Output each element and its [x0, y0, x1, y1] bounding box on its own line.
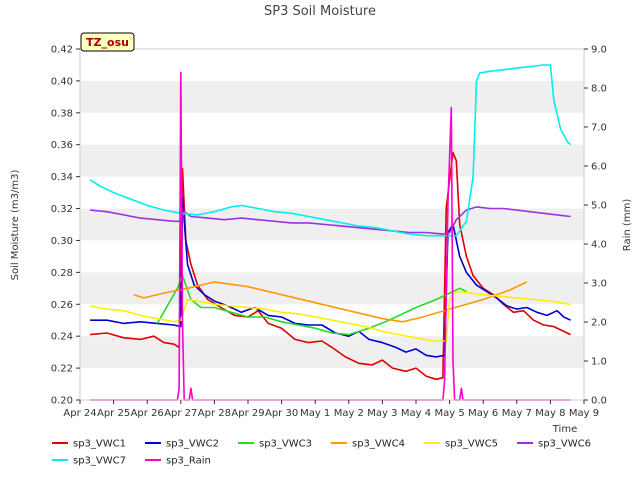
chart-title: SP3 Soil Moisture: [264, 4, 376, 19]
x-tick-label: Apr 24: [63, 408, 96, 419]
y2-axis-ticks: 0.0 1.0 2.0 3.0 4.0 5.0 6.0 7.0 8.0 9.0: [584, 45, 607, 407]
grid-band: [80, 176, 584, 209]
legend-label: sp3_VWC1: [73, 439, 126, 450]
series-line-sp3-vwc1: [90, 151, 571, 381]
legend-label: sp3_VWC2: [166, 439, 219, 450]
x-tick-label: May 1: [300, 408, 330, 419]
x-tick-label: Apr 28: [198, 408, 231, 419]
legend-label: sp3_VWC3: [259, 439, 312, 450]
y-tick-label: 0.20: [51, 396, 73, 407]
y-tick-label: 0.42: [51, 45, 73, 56]
x-tick-label: Apr 25: [97, 408, 130, 419]
y2-tick-label: 5.0: [591, 201, 607, 212]
series-line-sp3-vwc5: [89, 290, 571, 342]
plot-frame: [79, 48, 585, 401]
y-axis-ticks: 0.20 0.22 0.24 0.26 0.28 0.30 0.32 0.34 0.36 0.38…: [51, 45, 80, 407]
y-tick-label: 0.22: [51, 364, 73, 375]
legend-label: sp3_Rain: [166, 456, 211, 467]
grid-band: [80, 336, 584, 369]
y2-axis-label: Rain (mm): [622, 199, 633, 252]
legend-label: sp3_VWC7: [73, 456, 126, 467]
legend-label: sp3_VWC6: [538, 439, 591, 450]
y2-tick-label: 2.0: [591, 318, 607, 329]
grid-bands: [80, 49, 584, 400]
y-axis-label: Soil Moisture (m3/m3): [10, 170, 21, 281]
series-line-sp3-vwc7: [89, 64, 572, 237]
y2-tick-label: 1.0: [591, 357, 607, 368]
y-tick-label: 0.40: [51, 76, 73, 87]
y-tick-label: 0.26: [51, 300, 73, 311]
grid-band: [80, 368, 584, 400]
grid-band: [80, 80, 584, 113]
y2-tick-label: 9.0: [591, 45, 607, 56]
x-axis-ticks: Apr 24 Apr 25 Apr 26 Apr 27 Apr 28 Apr 29 Apr …: [63, 400, 599, 419]
grid-band: [80, 272, 584, 305]
x-tick-label: May 5: [434, 408, 464, 419]
y2-tick-label: 3.0: [591, 279, 607, 290]
y-tick-label: 0.36: [51, 140, 73, 151]
tz-annotation: TZ_osu: [80, 32, 135, 52]
x-tick-label: Apr 26: [131, 408, 164, 419]
legend-label: sp3_VWC4: [352, 439, 405, 450]
grid-band: [80, 144, 584, 177]
x-tick-label: May 9: [569, 408, 599, 419]
y-tick-label: 0.30: [51, 236, 73, 247]
y2-tick-label: 7.0: [591, 123, 607, 134]
x-axis-label: Time: [552, 424, 577, 435]
x-tick-label: May 4: [401, 408, 431, 419]
grid-band: [80, 49, 584, 81]
x-tick-label: May 8: [535, 408, 565, 419]
y-tick-label: 0.32: [51, 204, 73, 215]
y-tick-label: 0.38: [51, 108, 73, 119]
grid-band: [80, 112, 584, 145]
y2-tick-label: 8.0: [591, 84, 607, 95]
y-tick-label: 0.24: [51, 332, 73, 343]
y2-tick-label: 0.0: [591, 396, 607, 407]
x-tick-label: May 7: [502, 408, 532, 419]
y-tick-label: 0.28: [51, 268, 73, 279]
series-line-sp3-vwc2: [90, 196, 571, 358]
grid-band: [80, 240, 584, 273]
x-tick-label: Apr 30: [265, 408, 298, 419]
series-line-sp3-vwc3: [156, 274, 467, 336]
x-tick-label: May 2: [334, 408, 364, 419]
x-tick-label: May 6: [468, 408, 498, 419]
y-tick-label: 0.34: [51, 172, 73, 183]
x-tick-label: May 3: [367, 408, 397, 419]
series-line-sp3-vwc6: [90, 206, 571, 235]
legend-label: sp3_VWC5: [445, 439, 498, 450]
x-tick-label: Apr 27: [164, 408, 197, 419]
legend: sp3_VWC1 sp3_VWC2 sp3_VWC3 sp3_VWC4 sp3_VWC5…: [52, 439, 591, 467]
x-tick-label: Apr 29: [231, 408, 264, 419]
y2-tick-label: 4.0: [591, 240, 607, 251]
y2-tick-label: 6.0: [591, 162, 607, 173]
tz-annotation-text: TZ_osu: [86, 36, 129, 49]
